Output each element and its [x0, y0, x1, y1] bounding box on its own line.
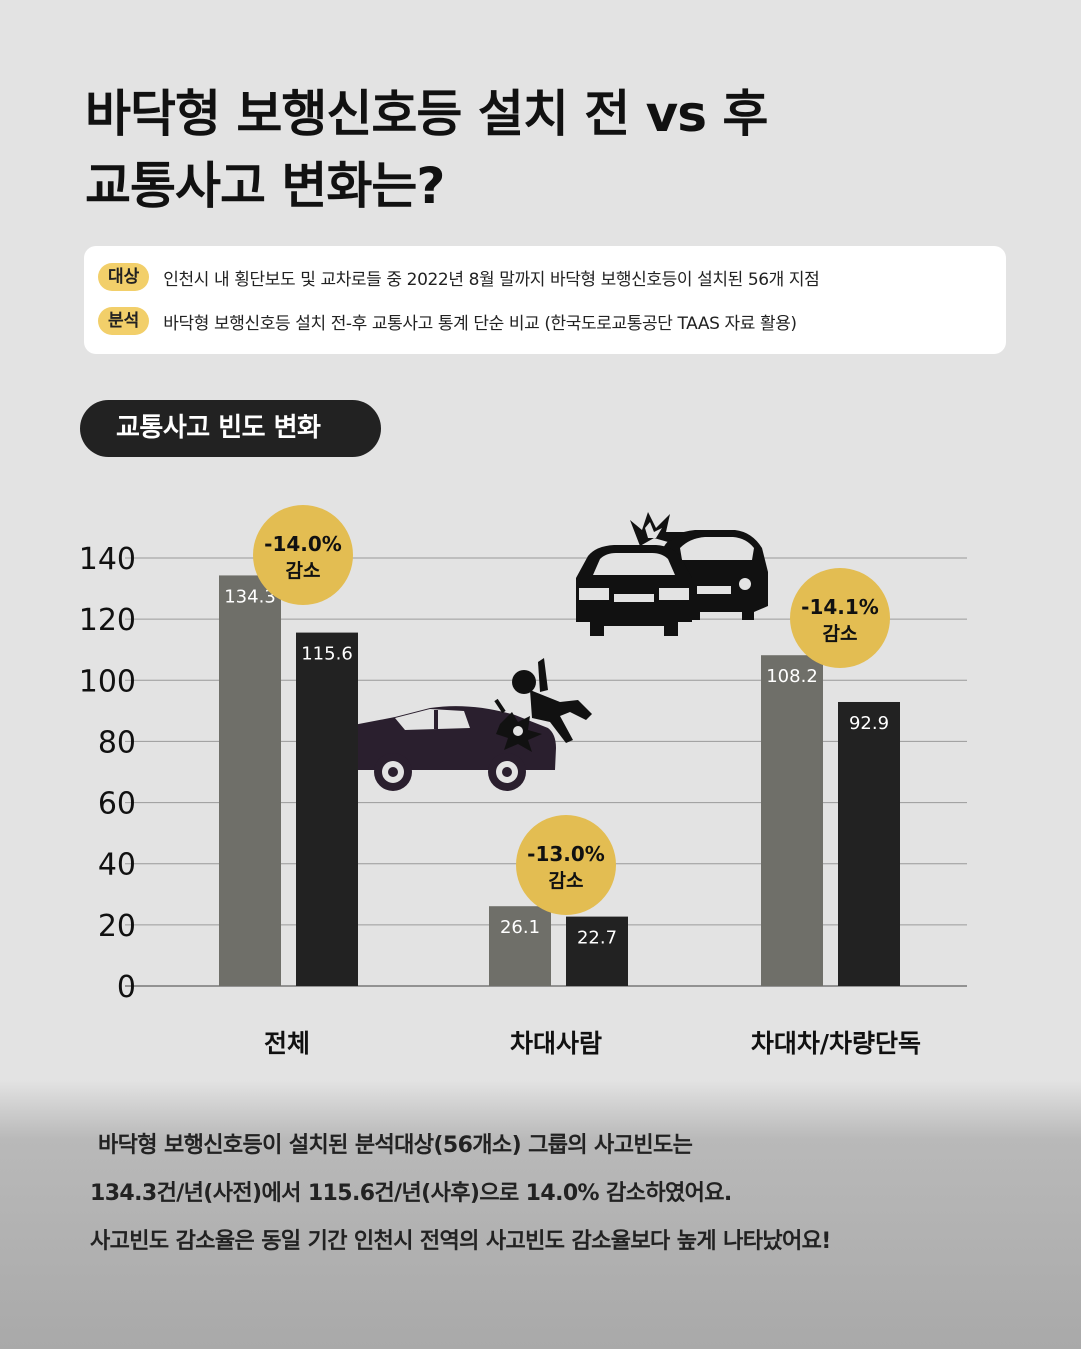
bars: 134.3 26.1 108.2 115.6 22.7 92.9: [219, 575, 900, 986]
footer-line-2: 134.3건/년(사전)에서 115.6건/년(사후)으로 14.0% 감소하였…: [90, 1181, 732, 1206]
y-tick-label: 0: [117, 970, 136, 1005]
y-tick-label: 20: [98, 909, 136, 944]
data-label: 134.3: [224, 586, 276, 607]
bar: [219, 575, 281, 986]
bar: [761, 655, 823, 986]
reduction-badges: -14.0% 감소 -13.0% 감소 -14.1% 감소: [253, 505, 890, 915]
info-box: 대상 인천시 내 횡단보도 및 교차로들 중 2022년 8월 말까지 바닥형 …: [84, 246, 1006, 354]
bar: [489, 906, 551, 986]
badge-text: 감소: [286, 560, 321, 582]
target-pill: 대상: [98, 263, 150, 291]
target-text: 인천시 내 횡단보도 및 교차로들 중 2022년 8월 말까지 바닥형 보행신…: [163, 269, 820, 290]
badge-circle: [516, 815, 616, 915]
footer-line-1: 바닥형 보행신호등이 설치된 분석대상(56개소) 그룹의 사고빈도는: [98, 1133, 693, 1158]
bottom-gradient: [0, 1080, 1081, 1349]
badge-circle: [253, 505, 353, 605]
x-tick-label: 차대차/차량단독: [751, 1029, 921, 1058]
y-tick-label: 40: [98, 848, 136, 883]
y-tick-label: 80: [98, 725, 136, 760]
section-label: 교통사고 빈도 변화: [80, 400, 381, 457]
data-label: 26.1: [500, 917, 540, 938]
footer-text: 바닥형 보행신호등이 설치된 분석대상(56개소) 그룹의 사고빈도는 134.…: [90, 1122, 1050, 1266]
analysis-text: 바닥형 보행신호등 설치 전-후 교통사고 통계 단순 비교 (한국도로교통공단…: [163, 313, 797, 334]
badge-percent: -14.1%: [801, 595, 879, 619]
info-row-target: 대상 인천시 내 횡단보도 및 교차로들 중 2022년 8월 말까지 바닥형 …: [98, 263, 820, 291]
bar: [296, 632, 358, 986]
bar-chart: 0 20 40 60 80 100 120 140 134.3 26.1 108.2 115.6 22…: [79, 505, 967, 1058]
footer-line-3: 사고빈도 감소율은 동일 기간 인천시 전역의 사고빈도 감소율보다 높게 나타…: [90, 1229, 831, 1254]
data-label: 108.2: [766, 666, 818, 687]
badge-percent: -13.0%: [527, 842, 605, 866]
page-title: 바닥형 보행신호등 설치 전 vs 후 교통사고 변화는?: [85, 78, 985, 222]
info-row-analysis: 분석 바닥형 보행신호등 설치 전-후 교통사고 통계 단순 비교 (한국도로교…: [98, 307, 797, 335]
analysis-pill: 분석: [98, 307, 150, 335]
badge-circle: [790, 568, 890, 668]
data-label: 22.7: [577, 928, 617, 949]
x-tick-label: 전체: [264, 1029, 310, 1058]
badge-text: 감소: [823, 623, 858, 645]
x-tick-label: 차대사람: [510, 1029, 602, 1058]
car-collision-icon: [576, 512, 768, 636]
bar: [566, 916, 628, 986]
data-label: 115.6: [301, 644, 353, 665]
x-axis-labels: 전체 차대사람 차대차/차량단독: [264, 1029, 921, 1058]
title-line-1: 바닥형 보행신호등 설치 전 vs 후: [85, 85, 768, 143]
bar: [838, 701, 900, 986]
title-line-2: 교통사고 변화는?: [85, 157, 445, 215]
y-tick-label: 140: [79, 542, 136, 577]
badge-percent: -14.0%: [264, 532, 342, 556]
y-tick-label: 120: [79, 603, 136, 638]
data-label: 92.9: [849, 713, 889, 734]
y-tick-label: 60: [98, 787, 136, 822]
badge-text: 감소: [549, 870, 584, 892]
y-tick-label: 100: [79, 664, 136, 699]
car-pedestrian-accident-icon: [341, 658, 592, 791]
y-axis-ticks: 0 20 40 60 80 100 120 140: [79, 542, 136, 1005]
